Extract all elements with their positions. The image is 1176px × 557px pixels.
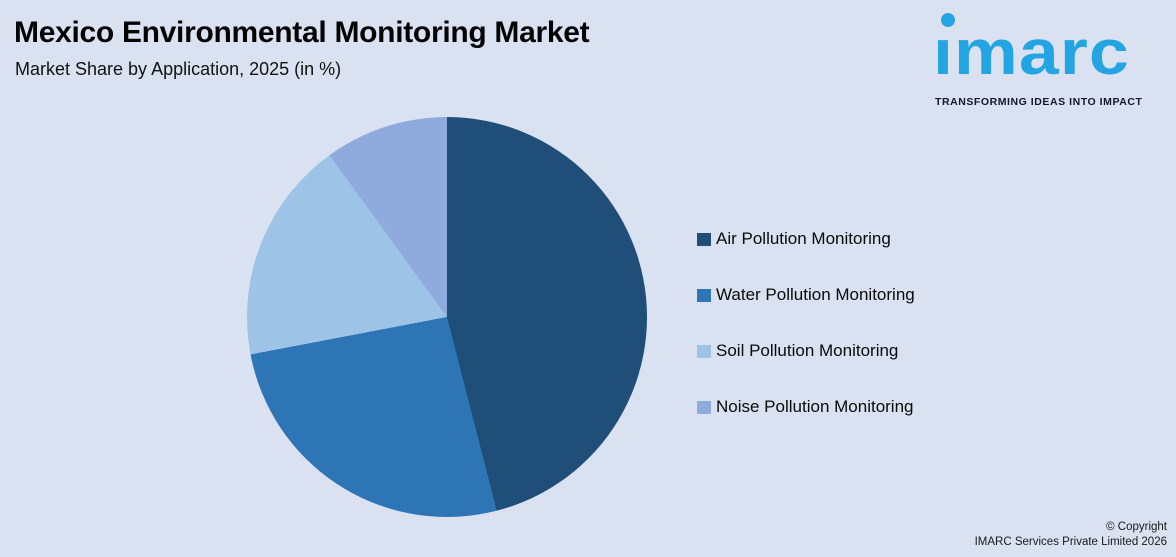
legend-swatch-soil [697, 344, 711, 358]
copyright-line2: IMARC Services Private Limited 2026 [974, 536, 1167, 549]
legend-swatch-air [697, 232, 711, 246]
legend-item-noise: Noise Pollution Monitoring [697, 395, 915, 419]
legend-item-water: Water Pollution Monitoring [697, 283, 915, 307]
legend-label: Noise Pollution Monitoring [716, 397, 914, 416]
logo-dot-icon [941, 13, 955, 27]
imarc-logo: ımarc TRANSFORMING IDEAS INTO IMPACT [933, 6, 1169, 112]
legend-item-soil: Soil Pollution Monitoring [697, 339, 915, 363]
pie-chart [247, 117, 647, 517]
copyright-line1: © Copyright [1106, 520, 1167, 533]
logo-wordmark: ımarc [933, 16, 1130, 88]
logo-tagline: TRANSFORMING IDEAS INTO IMPACT [935, 96, 1143, 108]
legend-label: Air Pollution Monitoring [716, 229, 891, 248]
legend-label: Soil Pollution Monitoring [716, 341, 899, 360]
chart-legend: Air Pollution Monitoring Water Pollution… [697, 227, 915, 451]
legend-swatch-noise [697, 400, 711, 414]
legend-swatch-water [697, 288, 711, 302]
copyright-notice: © Copyright IMARC Services Private Limit… [975, 520, 1167, 551]
legend-item-air: Air Pollution Monitoring [697, 227, 915, 251]
page-title: Mexico Environmental Monitoring Market [14, 16, 590, 49]
legend-label: Water Pollution Monitoring [716, 285, 915, 304]
page-subtitle: Market Share by Application, 2025 (in %) [15, 59, 342, 79]
